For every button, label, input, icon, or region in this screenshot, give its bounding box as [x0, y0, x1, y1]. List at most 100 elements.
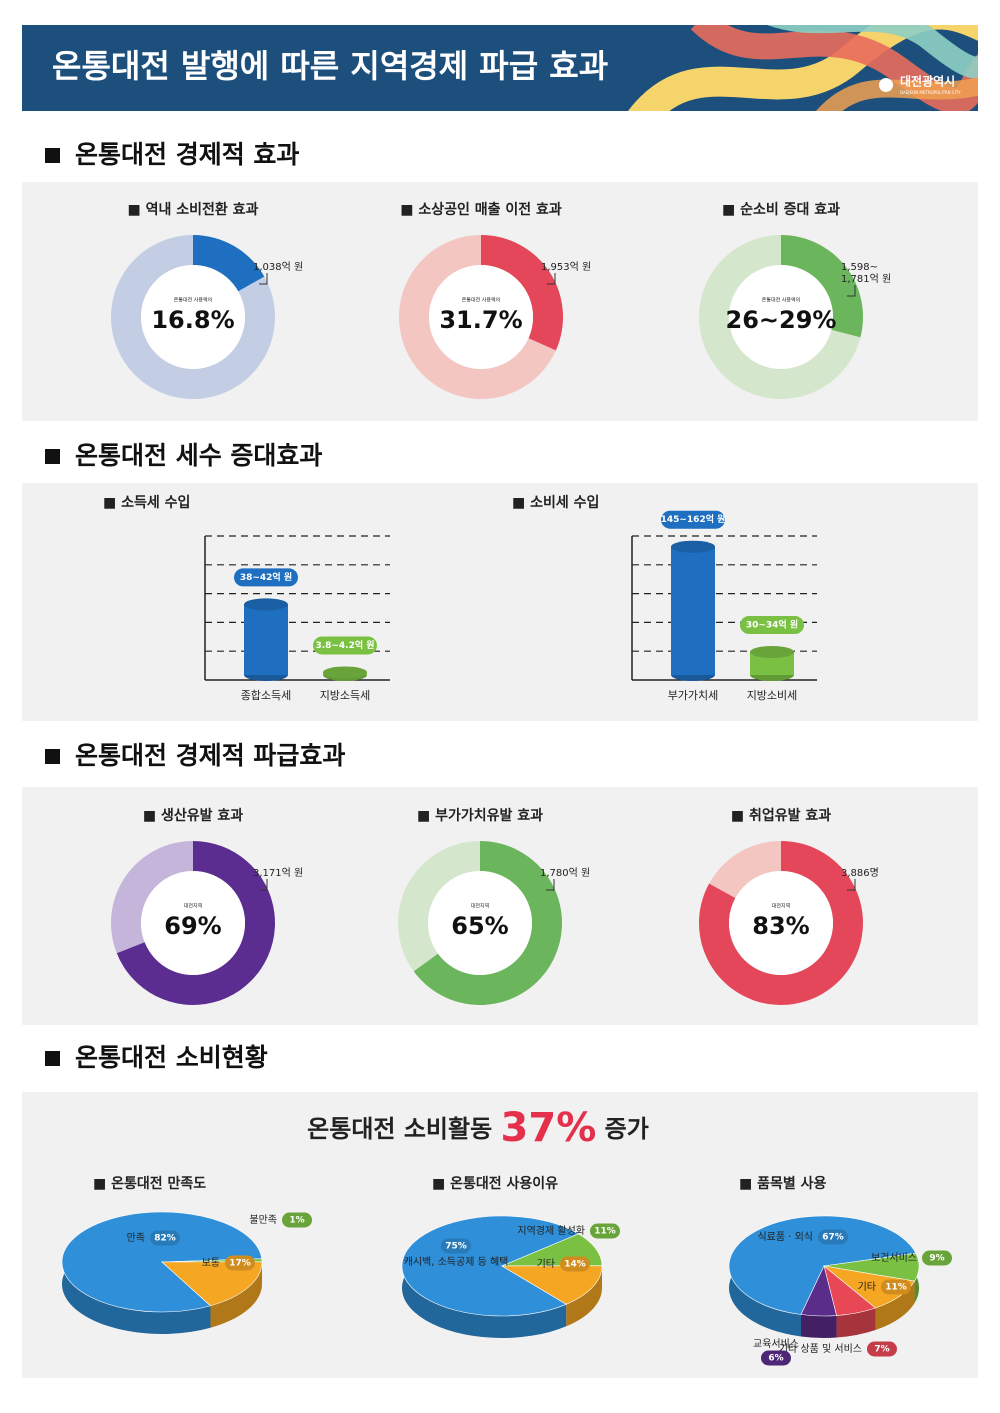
annotation: 1,780억 원: [540, 867, 590, 879]
value-label: 3.8~4.2억 원: [315, 639, 374, 651]
panel: [22, 483, 978, 721]
label-pill: [441, 1238, 471, 1254]
center-value: 83%: [752, 912, 809, 940]
chart-title: ■ 생산유발 효과: [143, 807, 243, 824]
donut-hole: [429, 265, 533, 369]
chart-title: ■ 온통대전 사용이유: [432, 1175, 558, 1192]
label-pill: [761, 1350, 791, 1366]
slice-label: 보건서비스: [871, 1252, 917, 1264]
annotation: 3,886명: [841, 867, 879, 879]
chart-title: ■ 취업유발 효과: [731, 807, 831, 824]
center-caption: 대전지역: [772, 903, 790, 910]
value-label: 14%: [564, 1260, 586, 1270]
donut-slice: [110, 840, 193, 954]
pie-slice: [800, 1265, 837, 1317]
bullet: [45, 449, 60, 464]
center-caption: 온통대전 사용액의: [762, 297, 800, 304]
annotation: 1,953억 원: [541, 261, 591, 273]
center-value: 26~29%: [726, 306, 837, 334]
slice-label: 교육서비스: [753, 1338, 799, 1350]
pie-slice: [500, 1265, 603, 1305]
slice-label: 만족: [127, 1232, 145, 1244]
label-pill: [282, 1212, 312, 1228]
value-label: 67%: [822, 1233, 844, 1243]
annotation: 1,038억 원: [253, 261, 303, 273]
leader-line: [847, 879, 856, 891]
center-caption: 대전지역: [471, 903, 489, 910]
label-pill: [740, 616, 804, 635]
decoration: [628, 25, 978, 111]
bar: [750, 652, 794, 675]
center-value: 69%: [164, 912, 221, 940]
x-tick-label: 부가가치세: [668, 689, 719, 702]
section-title: 온통대전 경제적 효과: [75, 140, 299, 169]
decoration: [767, 25, 978, 79]
bar: [244, 604, 288, 675]
donut-hole: [729, 265, 833, 369]
section-title: 온통대전 경제적 파급효과: [75, 741, 345, 770]
value-label: 145~162억 원: [661, 513, 726, 525]
donut-slice: [116, 841, 275, 1005]
label-pill: [234, 568, 298, 587]
section-title: 온통대전 세수 증대효과: [75, 441, 322, 470]
label-pill: [313, 636, 377, 655]
value-label: 7%: [874, 1345, 889, 1355]
value-label: 11%: [594, 1227, 616, 1237]
chart-title: ■ 소상공인 매출 이전 효과: [400, 201, 562, 218]
value-label: 11%: [885, 1283, 907, 1293]
chart-title: ■ 품목별 사용: [739, 1175, 826, 1192]
pie-side: [801, 1314, 837, 1338]
logo-icon: [879, 78, 893, 92]
label-pill: [922, 1250, 952, 1266]
chart-title: ■ 순소비 증대 효과: [722, 202, 840, 218]
donut-hole: [729, 871, 833, 975]
donut-slice: [413, 841, 562, 1005]
bullet: [45, 749, 60, 764]
logo: 대전광역시: [900, 74, 955, 89]
logo-subtitle: DAEJEON METROPOLITAN CITY: [900, 90, 961, 95]
donut-slice: [709, 841, 781, 898]
center-value: 16.8%: [151, 306, 234, 334]
label-pill: [661, 510, 725, 529]
slice-label: 기타: [537, 1258, 555, 1270]
bar-top: [671, 540, 715, 553]
section-title: 온통대전 소비현황: [75, 1043, 268, 1072]
slice-label: 지역경제 활성화: [517, 1224, 585, 1237]
headline-highlight: 37%: [501, 1105, 597, 1151]
value-label: 82%: [154, 1234, 176, 1244]
pie-slice: [161, 1261, 263, 1307]
donut-slice: [398, 841, 480, 972]
donut-slice: [398, 235, 556, 399]
leader-line: [259, 879, 268, 891]
chart-title: ■ 소비세 수입: [512, 495, 599, 511]
value-label: 38~42억 원: [240, 571, 292, 583]
value-label: 6%: [768, 1354, 783, 1364]
pie-slice: [822, 1265, 916, 1309]
center-caption: 대전지역: [184, 903, 202, 910]
header: 온통대전 발행에 따른 지역경제 파급 효과 대전광역시 DAEJEON MET…: [22, 25, 978, 111]
value-label: 17%: [229, 1259, 251, 1269]
headline-text: 증가: [605, 1115, 649, 1143]
donut-slice: [193, 235, 265, 292]
bar: [671, 546, 715, 675]
center-value: 31.7%: [439, 306, 522, 334]
annotation: 1,598~: [841, 262, 878, 273]
leader-line: [259, 273, 268, 285]
header-title: 온통대전 발행에 따른 지역경제 파급 효과: [52, 47, 608, 85]
leader-line: [546, 879, 555, 891]
headline-text: 온통대전 소비활동: [307, 1115, 492, 1143]
slice-label: 보통: [202, 1257, 220, 1269]
x-tick-label: 지방소득세: [320, 689, 371, 702]
bullet: [45, 148, 60, 163]
donut-hole: [141, 265, 245, 369]
x-tick-label: 지방소비세: [747, 689, 798, 702]
label-pill: [150, 1230, 180, 1246]
label-pill: [590, 1223, 620, 1239]
label-pill: [225, 1255, 255, 1271]
value-label: 75%: [445, 1242, 467, 1252]
label-pill: [867, 1341, 897, 1357]
slice-label: 캐시백, 소득공제 등 혜택: [404, 1256, 509, 1268]
chart-title: ■ 온통대전 만족도: [93, 1175, 206, 1192]
center-value: 65%: [451, 912, 508, 940]
x-tick-label: 종합소득세: [241, 689, 292, 702]
